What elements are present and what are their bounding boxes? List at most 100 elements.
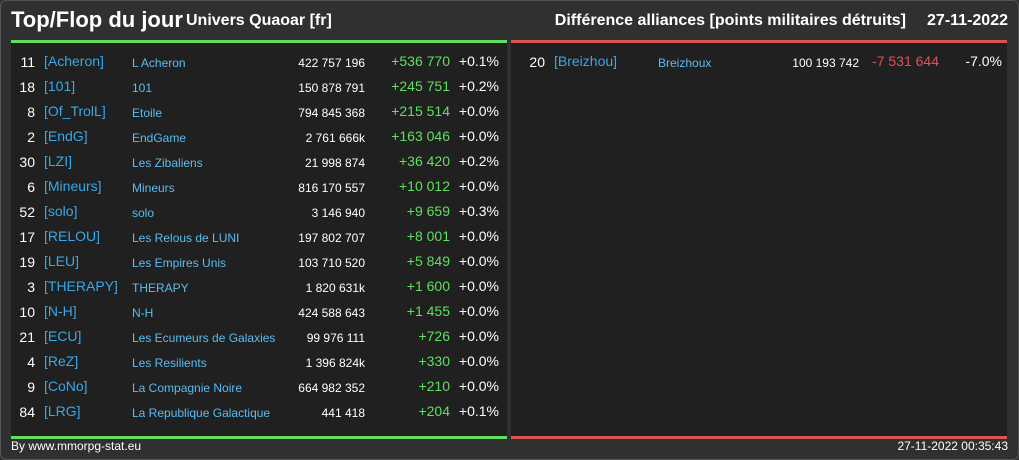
- alliance-tag-link[interactable]: [Of_TrolL]: [44, 103, 106, 119]
- source-credit: By www.mmorpg-stat.eu: [11, 439, 142, 453]
- percent-cell: +0.3%: [458, 203, 499, 219]
- points-cell: 424 588 643: [298, 306, 365, 320]
- alliance-tag-link[interactable]: [solo]: [44, 203, 78, 219]
- points-cell: 816 170 557: [298, 181, 365, 195]
- alliance-name-link[interactable]: Les Resilients: [132, 356, 207, 370]
- alliance-name-link[interactable]: Les Zibaliens: [132, 156, 203, 170]
- percent-cell: +0.0%: [458, 278, 499, 294]
- alliance-tag-link[interactable]: [101]: [44, 78, 76, 94]
- diff-cell: +245 751: [391, 78, 450, 94]
- rank-cell: 4: [27, 354, 35, 370]
- rank-cell: 10: [19, 304, 35, 320]
- diff-cell: +204: [418, 403, 450, 419]
- diff-cell: +536 770: [391, 53, 450, 69]
- alliance-tag-link[interactable]: [Mineurs]: [44, 178, 102, 194]
- flop-panel: 20 [Breizhou] Breizhoux 100 193 742 -7 531 6…: [511, 40, 1007, 439]
- percent-cell: +0.0%: [458, 253, 499, 269]
- top-row: 9 [CoNo] La Compagnie Noire 664 982 352 +210…: [11, 375, 507, 400]
- rank-cell: 18: [19, 79, 35, 95]
- percent-cell: +0.2%: [458, 153, 499, 169]
- alliance-name-link[interactable]: L Acheron: [132, 56, 186, 70]
- points-cell: 21 998 874: [304, 156, 365, 170]
- metric-label: Différence alliances [points militaires …: [554, 12, 906, 29]
- points-cell: 794 845 368: [298, 106, 365, 120]
- alliance-tag-link[interactable]: [EndG]: [44, 128, 88, 144]
- points-cell: 3 146 940: [311, 206, 365, 220]
- diff-cell: +330: [418, 353, 450, 369]
- alliance-name-link[interactable]: THERAPY: [132, 281, 189, 295]
- diff-cell: +8 001: [406, 228, 450, 244]
- alliance-name-link[interactable]: N-H: [132, 306, 154, 320]
- points-cell: 103 710 520: [298, 256, 365, 270]
- diff-cell: +36 420: [399, 153, 450, 169]
- rank-cell: 3: [27, 279, 35, 295]
- alliance-name-link[interactable]: 101: [132, 81, 153, 95]
- alliance-name-link[interactable]: Etoile: [132, 106, 163, 120]
- top-row: 84 [LRG] La Republique Galactique 441 418 +2…: [11, 400, 507, 425]
- top-row: 52 [solo] solo 3 146 940 +9 659 +0.3%: [11, 200, 507, 225]
- rank-cell: 19: [19, 254, 35, 270]
- diff-cell: +5 849: [406, 253, 450, 269]
- alliance-tag-link[interactable]: [LRG]: [44, 403, 81, 419]
- points-cell: 99 976 111: [306, 331, 365, 345]
- alliance-tag-link[interactable]: [Acheron]: [44, 53, 104, 69]
- percent-cell: +0.0%: [458, 228, 499, 244]
- rank-cell: 30: [19, 154, 35, 170]
- top-row: 6 [Mineurs] Mineurs 816 170 557 +10 012 +0.0%: [11, 175, 507, 200]
- diff-cell: +726: [418, 328, 450, 344]
- diff-cell: +210: [418, 378, 450, 394]
- percent-cell: -7.0%: [965, 53, 1002, 69]
- rank-cell: 17: [19, 229, 35, 245]
- percent-cell: +0.0%: [458, 353, 499, 369]
- percent-cell: +0.0%: [458, 128, 499, 144]
- rank-cell: 84: [19, 404, 35, 420]
- alliance-tag-link[interactable]: [LEU]: [44, 253, 80, 269]
- alliance-name-link[interactable]: La Compagnie Noire: [132, 381, 243, 395]
- alliance-tag-link[interactable]: [ReZ]: [44, 353, 79, 369]
- percent-cell: +0.1%: [458, 53, 499, 69]
- alliance-name-link[interactable]: Les Empires Unis: [132, 256, 227, 270]
- top-row: 17 [RELOU] Les Relous de LUNI 197 802 707 +8…: [11, 225, 507, 250]
- alliance-tag-link[interactable]: [THERAPY]: [44, 278, 118, 294]
- page-title: Top/Flop du jour: [11, 7, 183, 32]
- alliance-name-link[interactable]: La Republique Galactique: [132, 406, 271, 420]
- alliance-name-link[interactable]: solo: [132, 206, 155, 220]
- rank-cell: 20: [529, 54, 545, 70]
- diff-cell: +1 600: [406, 278, 450, 294]
- percent-cell: +0.0%: [458, 328, 499, 344]
- alliance-tag-link[interactable]: [CoNo]: [44, 378, 88, 394]
- diff-cell: +10 012: [399, 178, 450, 194]
- diff-cell: -7 531 644: [872, 53, 939, 69]
- top-row: 3 [THERAPY] THERAPY 1 820 631k +1 600 +0.0%: [11, 275, 507, 300]
- alliance-tag-link[interactable]: [ECU]: [44, 328, 82, 344]
- top-row: 2 [EndG] EndGame 2 761 666k +163 046 +0.0%: [11, 125, 507, 150]
- points-cell: 150 878 791: [298, 81, 365, 95]
- diff-cell: +215 514: [391, 103, 450, 119]
- rank-cell: 11: [20, 54, 35, 70]
- alliance-name-link[interactable]: Les Relous de LUNI: [132, 231, 240, 245]
- points-cell: 441 418: [321, 406, 365, 420]
- top-row: 19 [LEU] Les Empires Unis 103 710 520 +5 849…: [11, 250, 507, 275]
- percent-cell: +0.0%: [458, 303, 499, 319]
- alliance-name-link[interactable]: Mineurs: [132, 181, 175, 195]
- rank-cell: 9: [27, 379, 35, 395]
- universe-label: Univers Quaoar [fr]: [186, 12, 332, 29]
- top-row: 18 [101] 101 150 878 791 +245 751 +0.2%: [11, 75, 507, 100]
- rank-cell: 21: [19, 329, 35, 345]
- top-row: 11 [Acheron] L Acheron 422 757 196 +536 770 +…: [11, 50, 507, 75]
- alliance-name-link[interactable]: Les Ecumeurs de Galaxies: [132, 331, 276, 345]
- alliance-name-link[interactable]: Breizhoux: [658, 56, 712, 70]
- alliance-tag-link[interactable]: [N-H]: [44, 303, 77, 319]
- points-cell: 100 193 742: [792, 56, 859, 70]
- top-row: 10 [N-H] N-H 424 588 643 +1 455 +0.0%: [11, 300, 507, 325]
- rank-cell: 6: [27, 179, 35, 195]
- top-panel: 11 [Acheron] L Acheron 422 757 196 +536 770 +…: [11, 40, 507, 439]
- alliance-tag-link[interactable]: [Breizhou]: [554, 53, 618, 69]
- alliance-tag-link[interactable]: [RELOU]: [44, 228, 101, 244]
- percent-cell: +0.0%: [458, 103, 499, 119]
- alliance-name-link[interactable]: EndGame: [132, 131, 187, 145]
- diff-cell: +9 659: [406, 203, 450, 219]
- top-row: 4 [ReZ] Les Resilients 1 396 824k +330 +0.0%: [11, 350, 507, 375]
- percent-cell: +0.0%: [458, 378, 499, 394]
- alliance-tag-link[interactable]: [LZI]: [44, 153, 73, 169]
